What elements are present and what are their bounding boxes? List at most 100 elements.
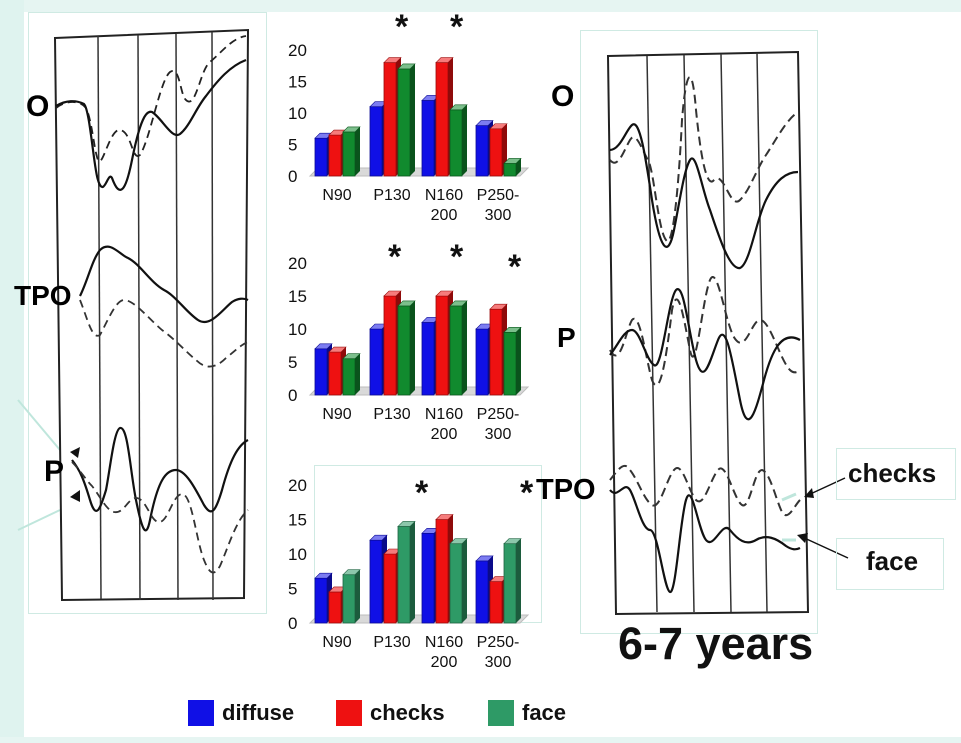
y-tick-label: 20 [288, 254, 307, 273]
bar-diffuse [369, 539, 383, 624]
bar-diffuse [475, 560, 489, 624]
category-label: N90 [322, 634, 351, 651]
category-label: N160 [425, 406, 463, 423]
bar-side-face [355, 353, 360, 395]
category-label: N90 [322, 406, 351, 423]
checks-annotation: checks [848, 458, 937, 488]
y-tick-label: 5 [288, 580, 297, 599]
left-trace-frame [28, 12, 267, 614]
bar-side-face [462, 300, 467, 395]
y-tick-label: 15 [288, 73, 307, 92]
category-label: 300 [485, 207, 512, 224]
left-lead-tpo-label: TPO [14, 280, 72, 311]
category-label: P250- [477, 406, 520, 423]
checks-swatch [336, 700, 362, 726]
y-tick-label: 15 [288, 287, 307, 306]
left-lead-o-label: O [26, 90, 50, 123]
left-erp-traces [17, 28, 250, 602]
y-tick-label: 5 [288, 353, 297, 372]
y-tick-label: 10 [288, 545, 307, 564]
bar-face [397, 305, 411, 396]
left-o-checks-trace [55, 35, 247, 163]
bar-side-face [462, 538, 467, 623]
y-tick-label: 10 [288, 104, 307, 123]
left-arrowhead [70, 447, 80, 458]
bar-checks [435, 62, 449, 177]
significance-star: * [450, 8, 464, 46]
significance-star: * [520, 474, 534, 512]
right-time-gridline [646, 55, 658, 613]
left-lead-p-label: P [44, 455, 65, 488]
bar-diffuse [421, 321, 435, 396]
bar-checks [489, 308, 503, 396]
face-swatch [488, 700, 514, 726]
left-trace-border [53, 28, 250, 602]
category-label: 200 [431, 654, 458, 671]
bar-checks [383, 62, 397, 177]
bar-face [503, 162, 517, 177]
bar-chart-3: 0 5 10 15 20 N90 P130 N160 200 P250- 300 * * [288, 474, 534, 671]
bar-side-face [516, 538, 521, 623]
category-label: 200 [431, 207, 458, 224]
left-pointer-line [17, 399, 61, 451]
significance-star: * [395, 8, 409, 46]
bar-face [397, 68, 411, 177]
bar-side-face [516, 327, 521, 395]
right-p-face-trace [609, 288, 801, 421]
category-label: N160 [425, 634, 463, 651]
bar-diffuse [314, 348, 328, 396]
bar-face [397, 526, 411, 624]
bar-diffuse [369, 328, 383, 396]
y-tick-label: 0 [288, 614, 297, 633]
right-lead-p-label: P [557, 322, 576, 353]
legend-face-label: face [522, 700, 567, 725]
bar-checks [435, 519, 449, 624]
left-p-checks-trace [71, 461, 249, 574]
y-tick-label: 10 [288, 320, 307, 339]
bar-diffuse [421, 532, 435, 624]
face-pointer-line [799, 535, 849, 559]
right-o-face-trace [609, 123, 799, 270]
bar-side-face [410, 63, 415, 176]
right-trace-frame [580, 30, 818, 634]
bar-chart-1: 0 5 10 15 20 N90 P130 N160 200 P250- 300 * * [288, 8, 530, 224]
left-tpo-checks-trace [79, 299, 249, 368]
y-tick-label: 20 [288, 41, 307, 60]
significance-star: * [415, 474, 429, 512]
age-group-title: 6-7 years [618, 618, 814, 669]
face-annotation: face [866, 546, 919, 576]
legend-checks: checks [336, 700, 445, 726]
bar-checks [489, 581, 503, 624]
y-tick-label: 15 [288, 511, 307, 530]
bar-side-face [462, 104, 467, 176]
checks-annotation-frame [836, 448, 956, 500]
category-label: P130 [373, 187, 410, 204]
y-tick-label: 0 [288, 386, 297, 405]
checks-pointer-highlight [781, 492, 797, 502]
left-p-face-trace [71, 426, 249, 532]
left-border [0, 0, 24, 743]
bar-diffuse [314, 577, 328, 624]
legend-face: face [488, 700, 566, 726]
category-label: 200 [431, 426, 458, 443]
bar-side-face [516, 158, 521, 176]
face-arrowhead [797, 533, 808, 543]
right-trace-border [606, 50, 810, 616]
bar-face [449, 109, 463, 177]
bar-checks [383, 553, 397, 624]
left-arrowhead [70, 490, 80, 502]
left-tpo-face-trace [79, 245, 249, 323]
right-tpo-face-trace [609, 486, 801, 594]
bar-face [342, 574, 356, 624]
left-o-face-trace [55, 58, 247, 191]
category-label: P130 [373, 406, 410, 423]
legend-checks-label: checks [370, 700, 445, 725]
category-label: P250- [477, 634, 520, 651]
left-pointer-line [17, 509, 61, 531]
y-tick-label: 5 [288, 136, 297, 155]
bar-checks [328, 134, 342, 177]
y-tick-label: 0 [288, 167, 297, 186]
category-label: 300 [485, 426, 512, 443]
category-label: 300 [485, 654, 512, 671]
